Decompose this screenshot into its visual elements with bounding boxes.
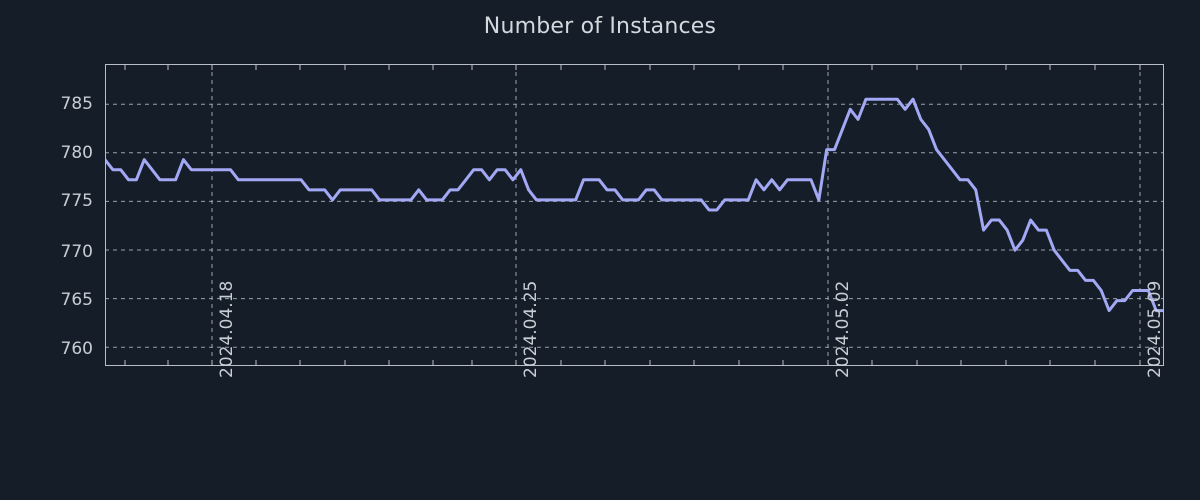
data-series-line bbox=[105, 97, 1164, 313]
x-tick-label-2024-04-18: 2024.04.18 bbox=[217, 280, 237, 378]
y-tick-label-765: 765 bbox=[60, 290, 93, 310]
y-axis-tick-labels: 785 780 775 770 765 760 bbox=[0, 0, 93, 500]
y-tick-label-785: 785 bbox=[60, 94, 93, 114]
x-tick-label-2024-05-02: 2024.05.02 bbox=[833, 280, 853, 378]
plot-canvas bbox=[105, 64, 1164, 366]
x-tick-label-2024-05-09: 2024.05.09 bbox=[1145, 280, 1165, 378]
y-tick-label-775: 775 bbox=[60, 191, 93, 211]
y-tick-label-760: 760 bbox=[60, 339, 93, 359]
y-tick-label-780: 780 bbox=[60, 143, 93, 163]
y-tick-label-770: 770 bbox=[60, 242, 93, 262]
page-title: Number of Instances bbox=[483, 14, 717, 39]
grid-lines bbox=[105, 64, 1164, 366]
x-tick-label-2024-04-25: 2024.04.25 bbox=[521, 280, 541, 378]
